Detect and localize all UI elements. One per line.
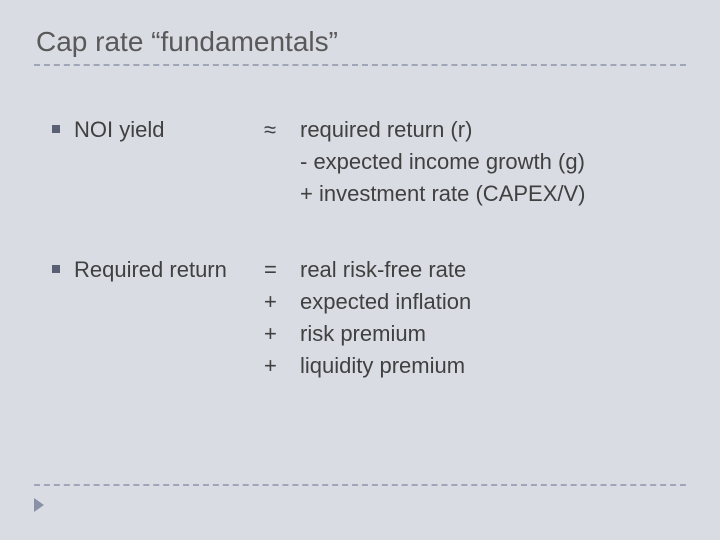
rhs-text: - expected income growth (g): [300, 146, 686, 178]
operator: +: [264, 318, 300, 350]
operator: ≈: [264, 114, 300, 146]
operator: +: [264, 350, 300, 382]
footer-arrow-icon: [34, 498, 44, 512]
rhs-text: liquidity premium: [300, 350, 686, 382]
slide-content: NOI yield ≈ required return (r) - expect…: [52, 114, 686, 382]
rhs-text: risk premium: [300, 318, 686, 350]
bullet-icon: [52, 265, 60, 273]
operator: +: [264, 286, 300, 318]
rhs-column: real risk-free rate expected inflation r…: [300, 254, 686, 382]
title-divider: [34, 64, 686, 66]
item-label: NOI yield: [74, 114, 264, 146]
operator: [264, 178, 300, 210]
slide-title: Cap rate “fundamentals”: [36, 26, 686, 58]
operator-column: ≈: [264, 114, 300, 210]
rhs-text: required return (r): [300, 114, 686, 146]
operator: =: [264, 254, 300, 286]
rhs-text: + investment rate (CAPEX/V): [300, 178, 686, 210]
slide: Cap rate “fundamentals” NOI yield ≈ requ…: [0, 0, 720, 540]
rhs-text: real risk-free rate: [300, 254, 686, 286]
bullet-row: Required return = + + + real risk-free r…: [52, 254, 686, 382]
operator-column: = + + +: [264, 254, 300, 382]
footer-divider: [34, 484, 686, 486]
rhs-column: required return (r) - expected income gr…: [300, 114, 686, 210]
rhs-text: expected inflation: [300, 286, 686, 318]
bullet-icon: [52, 125, 60, 133]
bullet-row: NOI yield ≈ required return (r) - expect…: [52, 114, 686, 210]
operator: [264, 146, 300, 178]
item-label: Required return: [74, 254, 264, 286]
